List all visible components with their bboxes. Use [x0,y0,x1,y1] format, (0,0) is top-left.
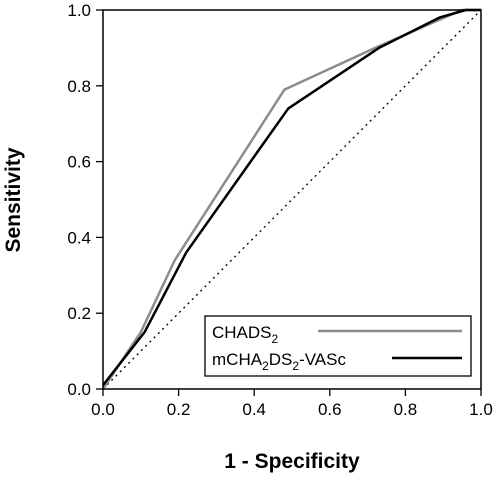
y-axis-title: Sensitivity [2,147,25,252]
x-tick-label: 0.6 [318,400,342,419]
x-tick-label: 0.2 [167,400,191,419]
x-axis-title: 1 - Specificity [224,450,360,473]
legend-box [204,315,472,377]
series-line-mcha2ds2-vasc [102,8,481,386]
y-tick-label: 0.6 [67,153,91,172]
y-tick-label: 0.0 [67,380,91,399]
y-tick-label: 1.0 [67,1,91,20]
x-tick-label: 0.8 [394,400,418,419]
y-tick-label: 0.4 [67,228,91,247]
x-tick-label: 0.0 [91,400,115,419]
y-tick-label: 0.8 [67,77,91,96]
legend: CHADS2 mCHA2DS2-VASc [204,315,472,377]
x-tick-label: 0.4 [242,400,266,419]
x-tick-label: 1.0 [469,400,493,419]
plot-frame [102,9,482,390]
legend-label-chads2: CHADS2 [212,323,279,346]
y-tick-label: 0.2 [67,304,91,323]
legend-label-mcha2ds2-vasc: mCHA2DS2-VASc [212,350,346,373]
plot-area: 0.0 0.2 0.4 0.6 0.8 1.0 0.0 0.2 0.4 0.6 0.8 1.0 [67,1,492,419]
